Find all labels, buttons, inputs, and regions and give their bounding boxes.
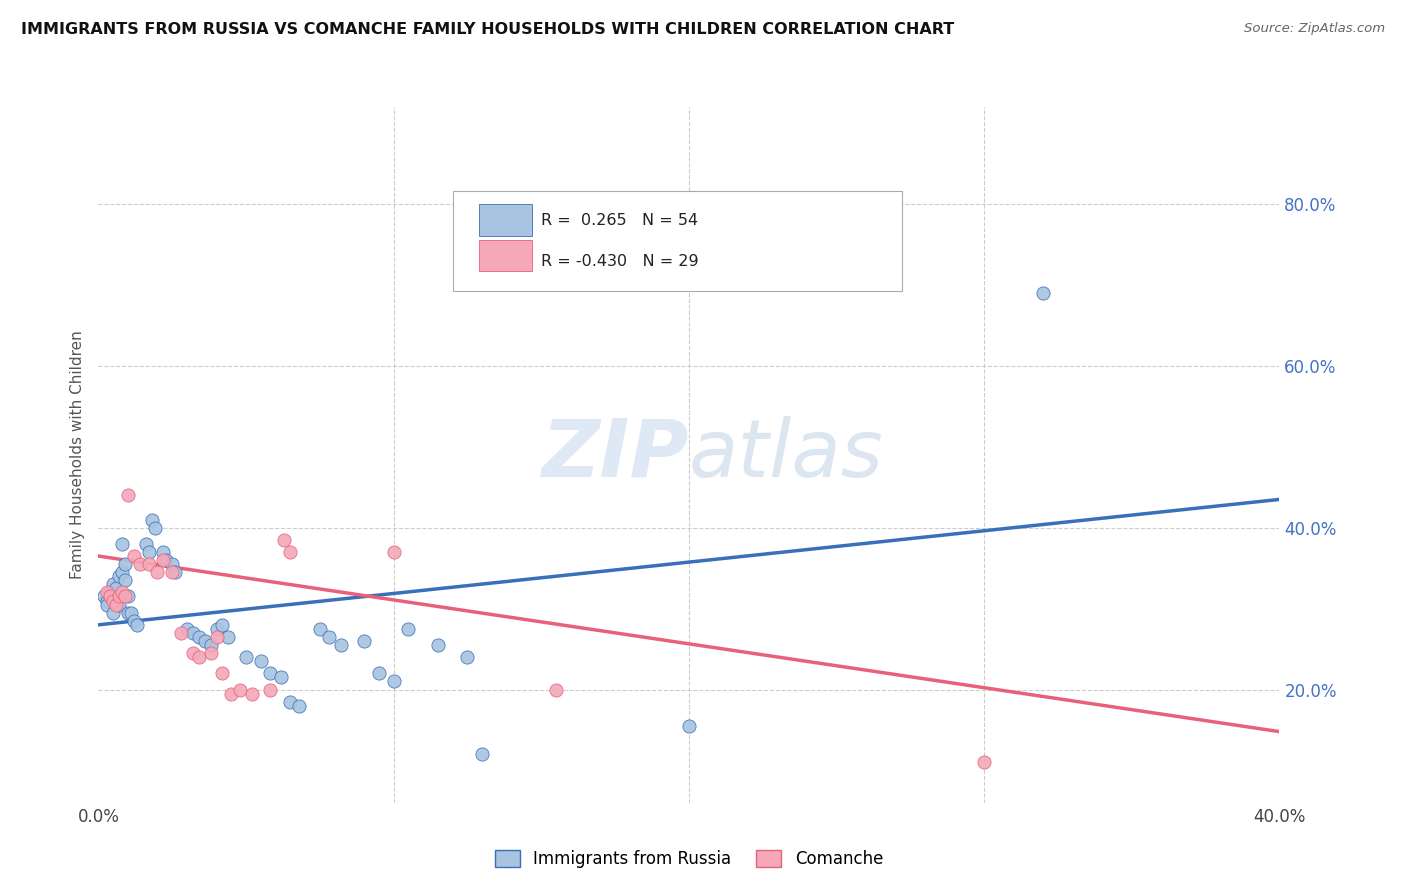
Point [240, 687, 263, 701]
Point [105, 598, 128, 612]
Point [111, 537, 134, 551]
Point [219, 687, 242, 701]
Point [217, 630, 239, 644]
Point [270, 670, 292, 684]
Point [396, 622, 419, 636]
Point [108, 569, 131, 583]
Point [288, 698, 311, 713]
Text: IMMIGRANTS FROM RUSSIA VS COMANCHE FAMILY HOUSEHOLDS WITH CHILDREN CORRELATION C: IMMIGRANTS FROM RUSSIA VS COMANCHE FAMIL… [21, 22, 955, 37]
Point [353, 634, 375, 648]
Point [329, 638, 352, 652]
Point [165, 566, 187, 580]
Point [187, 630, 209, 644]
Point [170, 626, 193, 640]
Point [125, 617, 148, 632]
Point [146, 566, 169, 580]
Point [138, 545, 160, 559]
Point [278, 695, 302, 709]
Point [117, 590, 139, 604]
Point [162, 566, 183, 580]
Point [108, 598, 131, 612]
Point [96, 585, 118, 599]
Point [98, 590, 121, 604]
Point [93, 590, 115, 604]
Point [143, 521, 166, 535]
Point [546, 682, 568, 697]
Point [205, 622, 228, 636]
Point [678, 719, 700, 733]
Point [427, 638, 450, 652]
Point [122, 549, 145, 563]
Point [309, 622, 332, 636]
Point [471, 747, 494, 762]
Point [162, 557, 183, 571]
Point [138, 557, 160, 571]
Point [200, 638, 222, 652]
Point [117, 606, 139, 620]
Point [250, 654, 273, 668]
Point [273, 533, 295, 547]
Point [135, 537, 157, 551]
Point [187, 650, 209, 665]
Point [211, 617, 233, 632]
Point [114, 557, 136, 571]
Point [120, 606, 142, 620]
Point [141, 513, 163, 527]
Point [211, 666, 233, 681]
Point [318, 630, 340, 644]
Point [103, 606, 125, 620]
Text: atlas: atlas [689, 416, 884, 494]
Text: R =  0.265   N = 54: R = 0.265 N = 54 [541, 212, 699, 227]
Point [456, 650, 478, 665]
Legend: Immigrants from Russia, Comanche: Immigrants from Russia, Comanche [488, 843, 890, 874]
Point [122, 614, 145, 628]
FancyBboxPatch shape [453, 191, 901, 292]
Point [103, 577, 125, 591]
Point [152, 545, 174, 559]
Point [1032, 286, 1054, 301]
Point [105, 593, 128, 607]
Point [181, 646, 204, 660]
Point [235, 650, 257, 665]
Point [98, 585, 121, 599]
Point [152, 553, 174, 567]
Point [117, 488, 139, 502]
Point [382, 545, 405, 559]
Point [229, 682, 252, 697]
Point [368, 666, 391, 681]
Point [259, 682, 281, 697]
Text: ZIP: ZIP [541, 416, 689, 494]
Point [155, 553, 177, 567]
Point [181, 626, 204, 640]
Point [105, 582, 128, 596]
Point [382, 674, 405, 689]
Point [194, 634, 217, 648]
Point [259, 666, 281, 681]
FancyBboxPatch shape [478, 204, 531, 235]
Point [114, 590, 136, 604]
Text: Source: ZipAtlas.com: Source: ZipAtlas.com [1244, 22, 1385, 36]
Point [114, 574, 136, 588]
Text: R = -0.430   N = 29: R = -0.430 N = 29 [541, 254, 699, 269]
Point [205, 630, 228, 644]
Y-axis label: Family Households with Children: Family Households with Children [70, 331, 86, 579]
Point [128, 557, 150, 571]
Point [973, 756, 995, 770]
Point [96, 593, 118, 607]
Point [111, 566, 134, 580]
Point [98, 590, 121, 604]
Point [176, 622, 198, 636]
Point [96, 598, 118, 612]
FancyBboxPatch shape [478, 240, 531, 271]
Point [200, 646, 222, 660]
Point [278, 545, 302, 559]
Point [108, 590, 131, 604]
Point [103, 593, 125, 607]
Point [111, 585, 134, 599]
